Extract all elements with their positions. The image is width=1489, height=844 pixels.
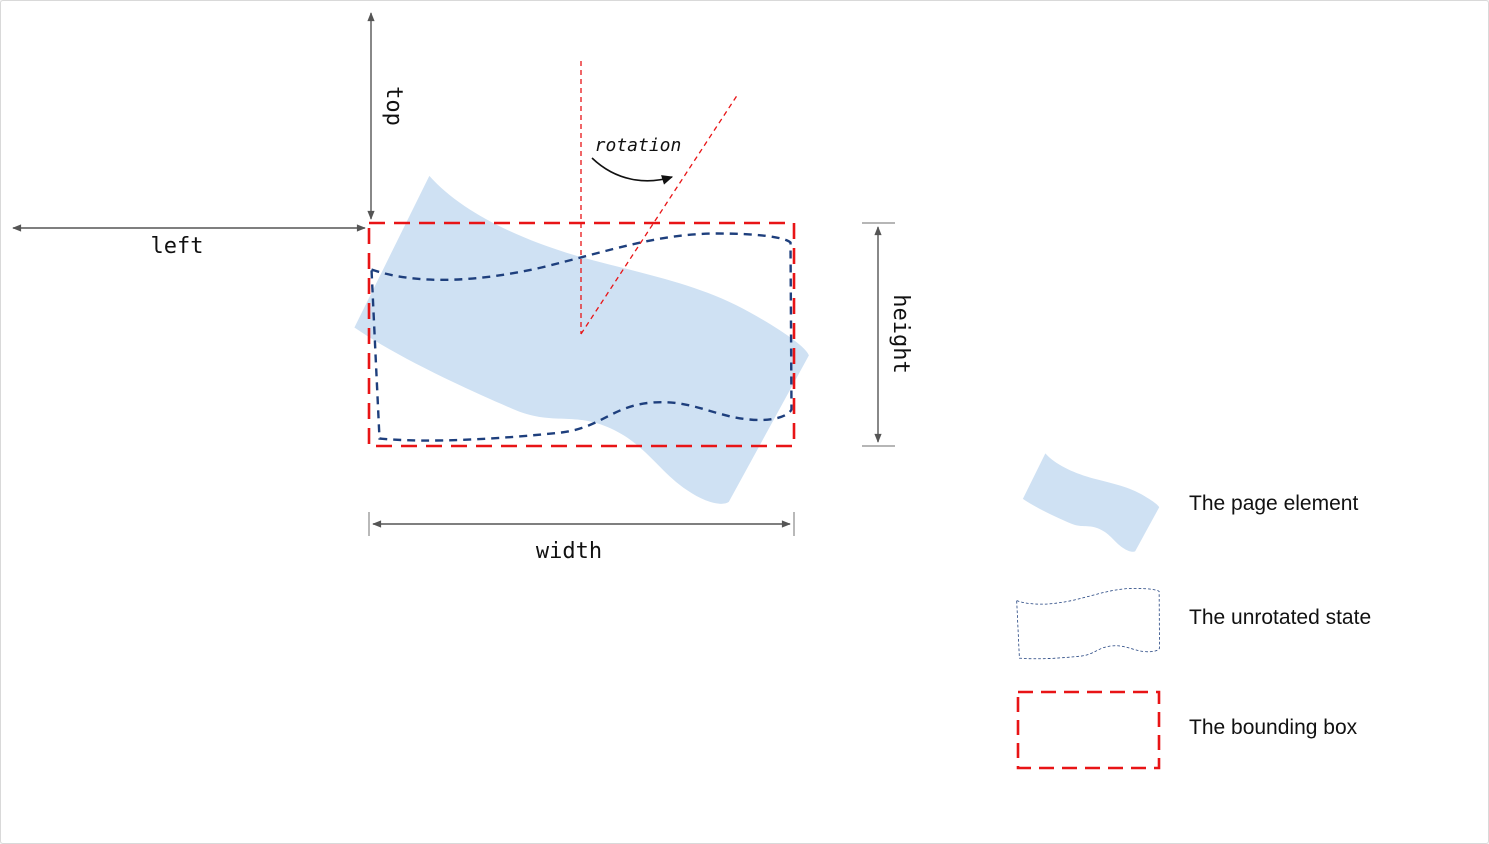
legend-unrotated-swatch	[1016, 588, 1160, 660]
main-diagram: rotation top left height width	[12, 12, 913, 564]
rotation-arc-arrow	[591, 157, 674, 185]
rotation-label: rotation	[595, 135, 682, 156]
page-element-shape	[346, 144, 815, 530]
legend-page-element-swatch	[1020, 443, 1161, 560]
legend-unrotated-label: The unrotated state	[1189, 606, 1371, 629]
legend-page-element-label: The page element	[1189, 492, 1358, 515]
width-label: width	[536, 539, 602, 564]
height-label: height	[888, 294, 913, 373]
legend-bounding-box-swatch	[1016, 690, 1161, 770]
legend-bounding-box-label: The bounding box	[1189, 716, 1358, 739]
legend: The page element The unrotated state The…	[1016, 443, 1371, 770]
top-label: top	[381, 86, 406, 126]
left-label: left	[151, 234, 204, 259]
rotation-rotated-line	[580, 93, 739, 335]
